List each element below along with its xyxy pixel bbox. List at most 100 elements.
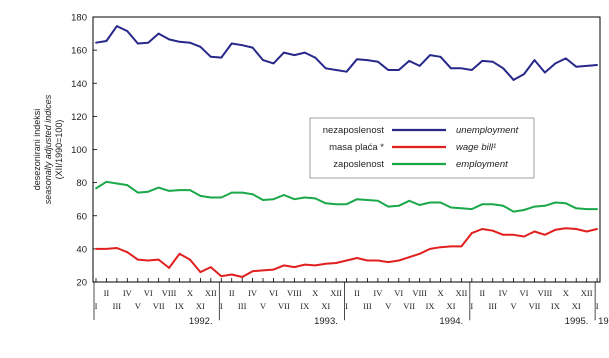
legend: nezaposlenost unemployment masa plaća * wag… (309, 117, 535, 179)
data-point-employment (345, 203, 348, 206)
data-point-employment (168, 190, 170, 192)
data-point-unemployment (314, 56, 317, 59)
x-tick-label: X (437, 288, 443, 298)
data-point-unemployment (502, 67, 505, 70)
y-axis-title: desezonirani indeksi seasonally adjusted … (32, 94, 64, 204)
data-point-employment (491, 203, 494, 206)
data-point-wage_bill (293, 266, 296, 268)
x-tick-label: IV (123, 288, 133, 298)
data-point-unemployment (554, 62, 557, 65)
data-point-wage_bill (481, 228, 484, 230)
x-tick-label: VIII (538, 288, 553, 298)
y-tick-label: 160 (71, 46, 87, 57)
data-point-unemployment (366, 59, 369, 61)
data-point-unemployment (178, 40, 181, 43)
data-point-wage_bill (345, 259, 348, 262)
x-tick-label: XII (330, 288, 342, 298)
data-point-employment (356, 198, 358, 201)
data-point-employment (262, 199, 264, 201)
data-point-wage_bill (189, 258, 191, 261)
year-label: 1993. (314, 316, 338, 327)
series-lines (95, 25, 599, 278)
y-tick-label: 20 (76, 278, 87, 289)
x-tick-label: X (187, 288, 193, 298)
data-point-unemployment (105, 40, 108, 42)
x-tick-label: IX (175, 301, 184, 311)
data-point-wage_bill (387, 261, 390, 264)
data-point-unemployment (429, 54, 431, 56)
x-tick-label: IV (248, 288, 258, 298)
data-point-employment (241, 191, 244, 194)
data-point-wage_bill (575, 228, 578, 230)
x-tick-label: XI (321, 301, 330, 311)
data-point-wage_bill (199, 271, 202, 273)
data-point-unemployment (136, 42, 139, 45)
data-point-wage_bill (272, 268, 275, 271)
data-point-employment (450, 206, 452, 209)
data-point-unemployment (418, 64, 421, 67)
data-point-wage_bill (157, 258, 160, 261)
data-point-unemployment (481, 59, 484, 62)
data-point-unemployment (491, 60, 494, 63)
x-tick-label: I (596, 301, 599, 311)
data-point-employment (314, 197, 317, 200)
x-tick-label: VIII (412, 288, 427, 298)
data-point-wage_bill (262, 269, 264, 272)
series-line-employment (95, 180, 598, 213)
data-point-employment (251, 193, 254, 196)
data-point-unemployment (460, 67, 463, 70)
data-point-unemployment (450, 67, 452, 70)
data-point-unemployment (283, 51, 285, 54)
data-point-employment (512, 210, 515, 213)
data-point-wage_bill (95, 247, 97, 250)
x-tick-label: XII (581, 288, 593, 298)
data-point-employment (523, 209, 525, 211)
x-tick-label: IX (426, 301, 435, 311)
data-point-wage_bill (512, 233, 515, 236)
data-point-wage_bill (230, 273, 233, 276)
data-point-unemployment (126, 30, 129, 32)
y-tick-label: 140 (71, 79, 87, 90)
data-point-employment (126, 184, 129, 187)
data-point-employment (429, 201, 431, 204)
year-label: 1996. (598, 316, 609, 327)
x-tick-label: IX (551, 301, 560, 311)
data-point-unemployment (241, 44, 244, 47)
data-point-unemployment (189, 41, 191, 44)
data-point-employment (408, 199, 411, 202)
data-point-employment (209, 196, 212, 199)
data-point-employment (95, 187, 97, 190)
data-point-unemployment (168, 38, 170, 41)
data-point-employment (230, 191, 233, 194)
data-point-wage_bill (147, 259, 150, 262)
legend-label-english: unemployment (456, 125, 519, 136)
x-tick-label: II (354, 288, 360, 298)
data-point-wage_bill (585, 230, 588, 233)
data-point-wage_bill (418, 252, 421, 255)
data-point-employment (460, 207, 463, 210)
x-tick-label: VII (403, 301, 415, 311)
data-point-unemployment (564, 57, 567, 60)
x-tick-label: I (220, 301, 223, 311)
data-point-wage_bill (366, 259, 369, 262)
legend-label-local: masa plaća * (329, 142, 384, 153)
data-point-employment (575, 207, 578, 210)
data-point-wage_bill (544, 233, 546, 236)
data-point-employment (324, 202, 327, 205)
y-tick-label: 100 (71, 145, 87, 156)
data-point-unemployment (585, 64, 588, 67)
x-tick-label: III (113, 301, 122, 311)
legend-label-english: employment (456, 159, 508, 170)
year-label: 1994. (439, 316, 463, 327)
x-tick-label: I (95, 301, 98, 311)
data-point-wage_bill (356, 257, 358, 259)
x-tick-label: X (312, 288, 318, 298)
data-point-employment (554, 201, 557, 204)
x-tick-label: III (238, 301, 247, 311)
data-point-wage_bill (397, 259, 400, 262)
data-point-unemployment (324, 67, 327, 70)
data-point-wage_bill (335, 262, 338, 264)
x-tick-label: II (479, 288, 485, 298)
data-point-unemployment (596, 64, 599, 66)
data-point-unemployment (512, 79, 515, 81)
